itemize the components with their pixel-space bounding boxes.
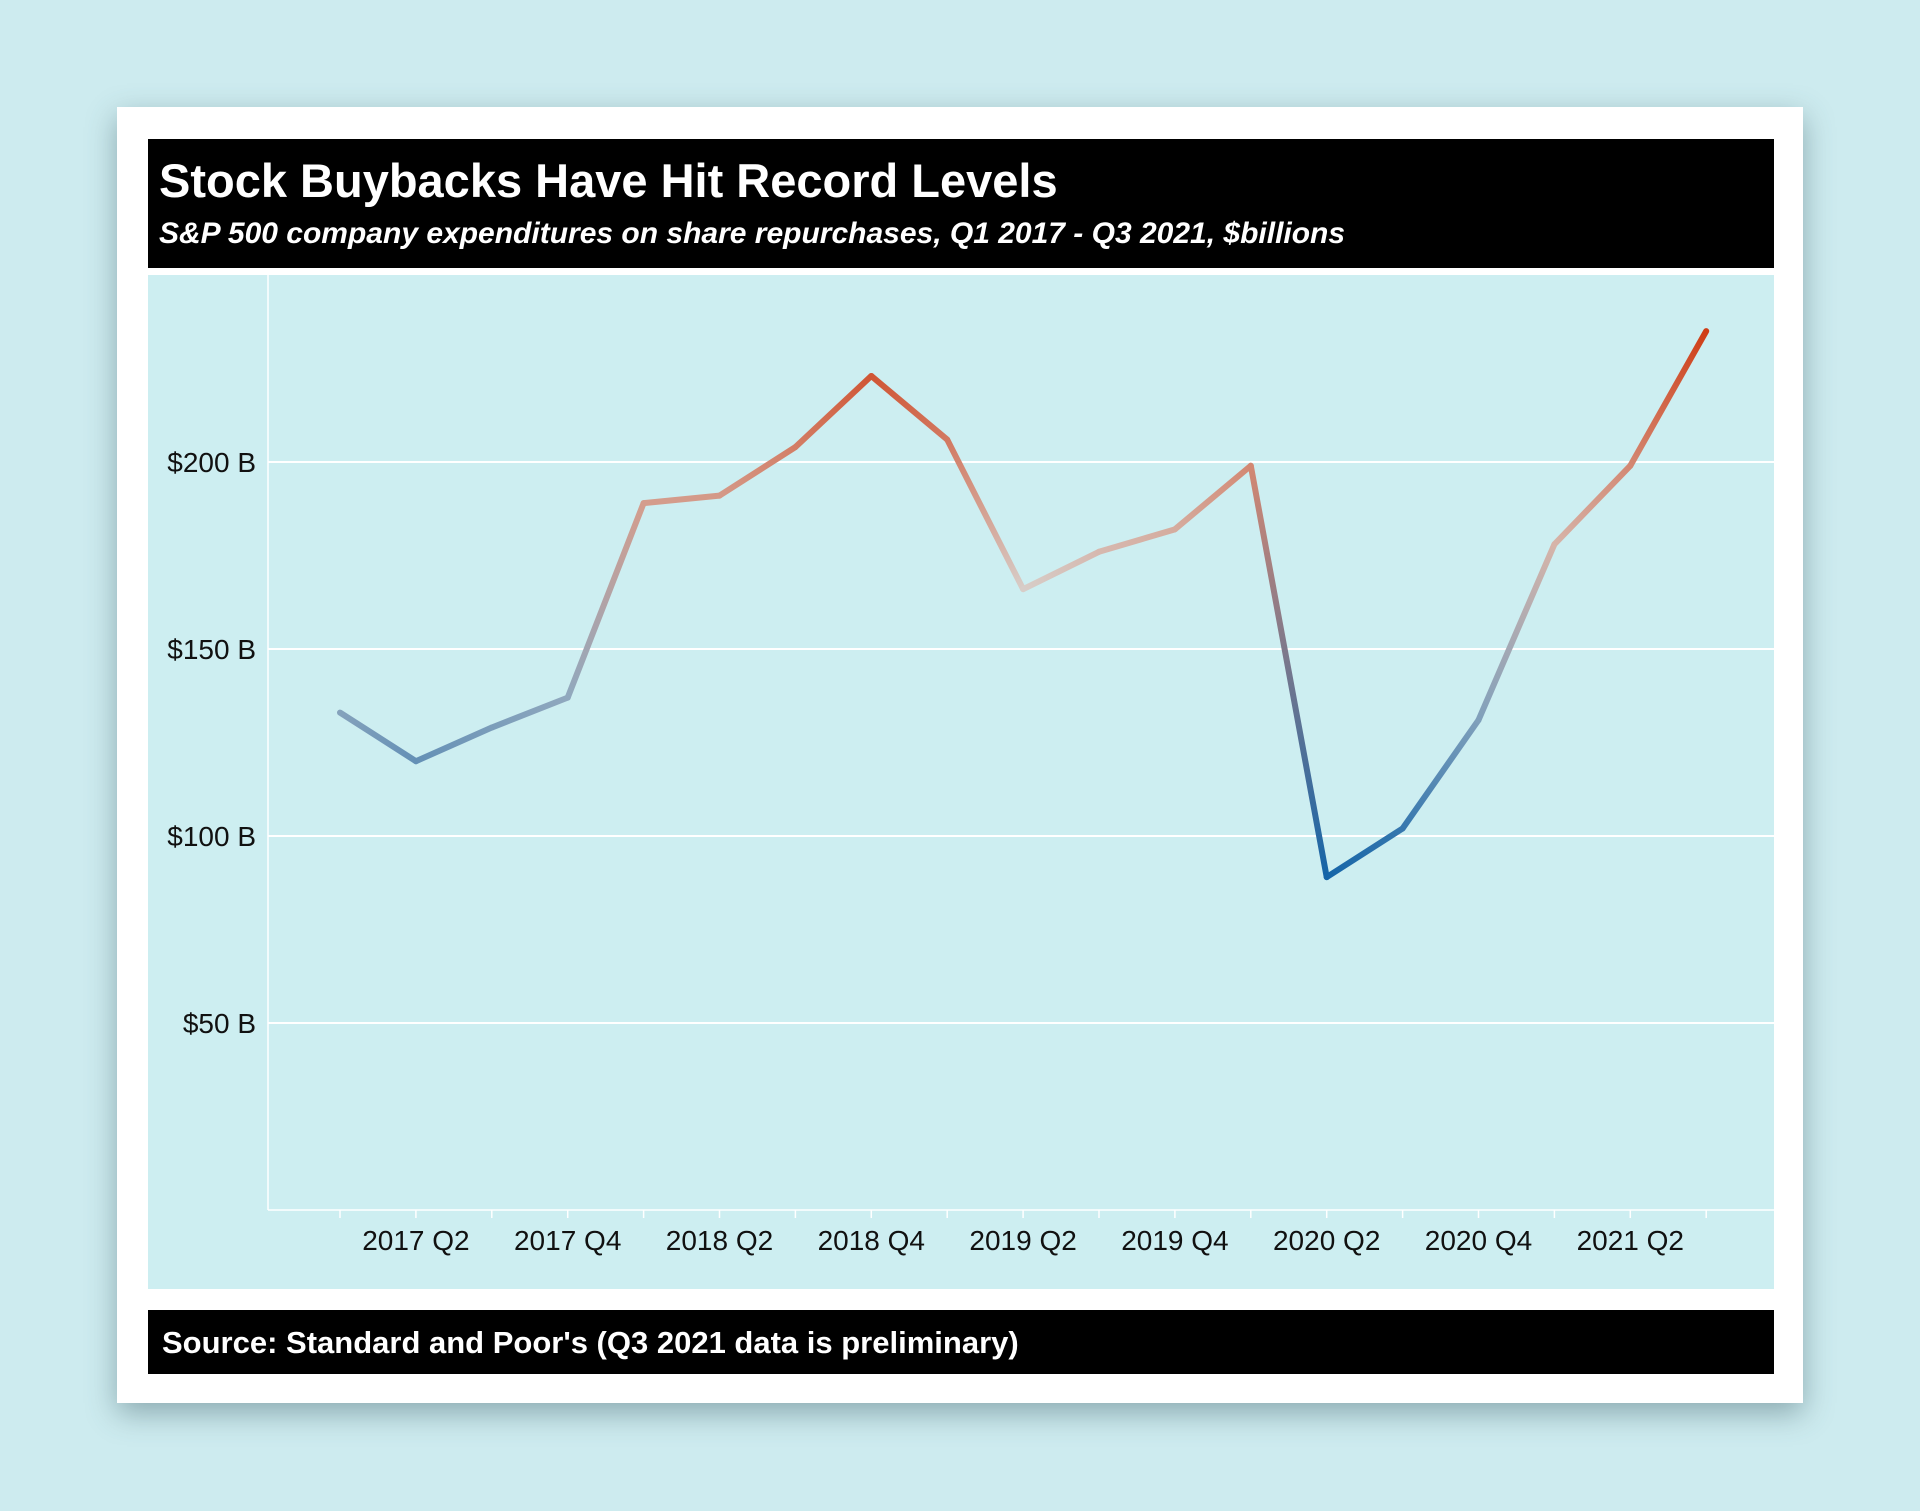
x-tick-label: 2017 Q2 [362,1225,469,1256]
line-segment-2021-q2 [1627,328,1710,469]
x-axis-ticks: 2017 Q2 2017 Q4 2018 Q2 2018 Q4 2019 Q2 2019 … [339,1210,1707,1256]
line-chart: $50 B$100 B$150 B$200 B 2017 Q2 2017 Q4 20… [167,275,1774,1256]
line-segment-2017-q3 [488,694,571,731]
gridlines [268,461,1774,1024]
source-note: Source: Standard and Poor's (Q3 2021 dat… [162,1325,1019,1360]
buyback-series [337,328,1710,881]
line-segment-2018-q4 [868,372,951,443]
y-axis-ticks: $50 B $100 B $150 B $200 B [167,447,256,1039]
line-segment-2017-q4 [564,500,647,701]
line-segment-2020-q1 [1247,462,1330,881]
line-segment-2020-q2 [1323,825,1406,881]
line-segment-2019-q2 [1020,548,1102,593]
x-tick-label: 2018 Q4 [818,1225,925,1256]
x-tick-label: 2020 Q2 [1273,1225,1380,1256]
line-segment-2019-q1 [944,436,1027,593]
axes [267,275,1774,1211]
x-tick-label: 2019 Q2 [969,1225,1076,1256]
line-segment-2019-q3 [1096,526,1178,555]
y-tick-label: $100 B [167,821,256,852]
line-segment-2020-q3 [1399,717,1482,832]
x-tick-label: 2018 Q2 [666,1225,773,1256]
chart-subtitle: S&P 500 company expenditures on share re… [159,217,1346,250]
y-tick-label: $150 B [167,634,256,665]
line-segment-2021-q1 [1551,462,1634,548]
line-segment-2017-q1 [337,709,419,765]
line-segment-2018-q2 [716,444,799,499]
line-segment-2020-q4 [1475,541,1558,724]
x-tick-label: 2019 Q4 [1121,1225,1228,1256]
line-segment-2018-q1 [640,492,723,507]
title-banner: Stock Buybacks Have Hit Record Levels S&… [148,139,1774,268]
y-tick-label: $50 B [183,1008,256,1039]
x-tick-label: 2021 Q2 [1577,1225,1684,1256]
plot-panel: $50 B $100 B $150 B $200 B 2017 Q2 2017 Q4 20… [148,275,1774,1289]
line-segment-2019-q4 [1171,462,1254,533]
line-segment-2017-q2 [412,724,495,765]
line-segment-2018-q3 [792,372,875,451]
chart-card: Stock Buybacks Have Hit Record Levels S&… [117,107,1803,1403]
y-tick-label: $200 B [167,447,256,478]
x-tick-label: 2017 Q4 [514,1225,621,1256]
x-tick-label: 2020 Q4 [1425,1225,1532,1256]
chart-title: Stock Buybacks Have Hit Record Levels [159,154,1058,207]
source-banner: Source: Standard and Poor's (Q3 2021 dat… [148,1310,1774,1374]
